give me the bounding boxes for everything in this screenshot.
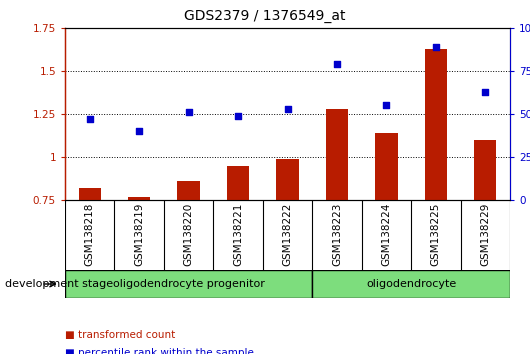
Text: GSM138219: GSM138219	[134, 203, 144, 267]
Text: GSM138223: GSM138223	[332, 203, 342, 267]
Bar	[474, 140, 497, 200]
Bar	[227, 166, 249, 200]
Bar	[78, 188, 101, 200]
Point	[234, 113, 242, 119]
Text: GSM138229: GSM138229	[480, 203, 490, 267]
Point	[135, 129, 144, 134]
Point	[431, 44, 440, 50]
Point	[333, 61, 341, 67]
Text: GSM138225: GSM138225	[431, 203, 441, 267]
Text: GSM138221: GSM138221	[233, 203, 243, 267]
Text: GSM138220: GSM138220	[183, 203, 193, 267]
Text: development stage: development stage	[5, 279, 113, 289]
Text: GSM138218: GSM138218	[85, 203, 95, 267]
Text: ■ transformed count: ■ transformed count	[65, 330, 175, 340]
Text: GSM138224: GSM138224	[382, 203, 391, 267]
Bar	[326, 109, 348, 200]
Text: GDS2379 / 1376549_at: GDS2379 / 1376549_at	[184, 9, 346, 23]
Bar	[375, 133, 398, 200]
Point	[481, 89, 490, 95]
Bar	[178, 181, 200, 200]
Bar	[425, 48, 447, 200]
Bar	[276, 159, 298, 200]
Text: oligodendrocyte: oligodendrocyte	[366, 279, 456, 289]
Point	[283, 106, 292, 112]
Text: GSM138222: GSM138222	[282, 203, 293, 267]
Point	[184, 109, 193, 115]
Text: ■ percentile rank within the sample: ■ percentile rank within the sample	[65, 348, 254, 354]
Bar	[312, 270, 510, 298]
Text: oligodendrocyte progenitor: oligodendrocyte progenitor	[113, 279, 264, 289]
Point	[85, 116, 94, 122]
Bar	[65, 270, 312, 298]
Point	[382, 103, 391, 108]
Bar	[128, 196, 151, 200]
